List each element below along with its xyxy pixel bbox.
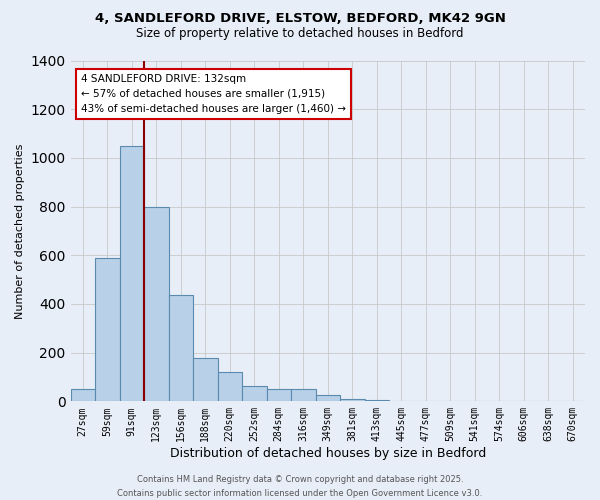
Text: 4 SANDLEFORD DRIVE: 132sqm
← 57% of detached houses are smaller (1,915)
43% of s: 4 SANDLEFORD DRIVE: 132sqm ← 57% of deta… xyxy=(81,74,346,114)
Bar xyxy=(266,389,291,402)
Text: Size of property relative to detached houses in Bedford: Size of property relative to detached ho… xyxy=(136,28,464,40)
Bar xyxy=(95,258,119,402)
Bar xyxy=(365,400,389,402)
Text: 4, SANDLEFORD DRIVE, ELSTOW, BEDFORD, MK42 9GN: 4, SANDLEFORD DRIVE, ELSTOW, BEDFORD, MK… xyxy=(95,12,505,26)
Y-axis label: Number of detached properties: Number of detached properties xyxy=(15,143,25,318)
Bar xyxy=(193,358,218,402)
Bar xyxy=(242,386,266,402)
Bar xyxy=(71,389,95,402)
Text: Contains HM Land Registry data © Crown copyright and database right 2025.
Contai: Contains HM Land Registry data © Crown c… xyxy=(118,476,482,498)
Bar xyxy=(340,399,365,402)
Bar xyxy=(144,206,169,402)
Bar xyxy=(119,146,144,402)
Bar xyxy=(218,372,242,402)
Bar xyxy=(316,395,340,402)
Bar xyxy=(291,389,316,402)
X-axis label: Distribution of detached houses by size in Bedford: Distribution of detached houses by size … xyxy=(170,447,486,460)
Bar xyxy=(169,296,193,402)
